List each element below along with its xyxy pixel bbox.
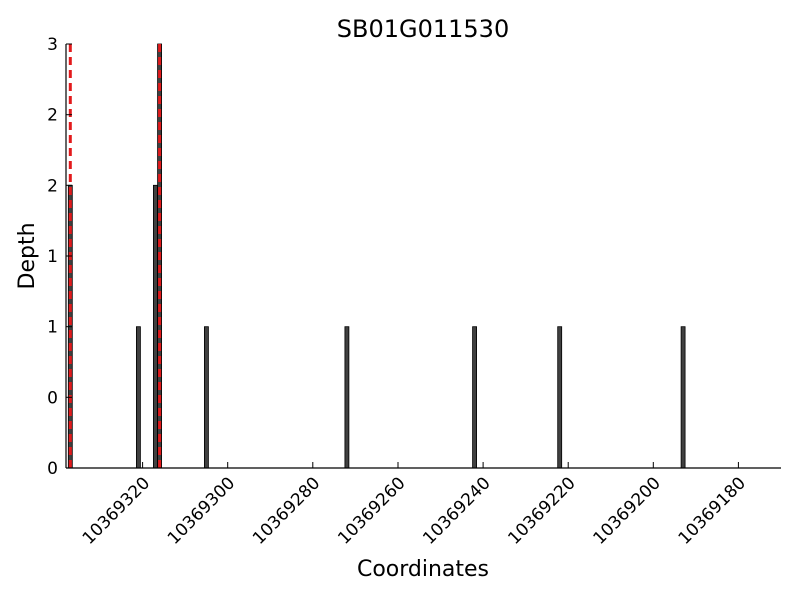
x-tick-label-1: 10369300 <box>164 473 239 548</box>
x-tick-label-0: 10369320 <box>79 473 154 548</box>
x-tick-label-6: 10369200 <box>590 473 665 548</box>
bar-4 <box>203 326 209 469</box>
bar-8 <box>680 326 686 469</box>
bar-6 <box>472 326 478 469</box>
chart-title: SB01G011530 <box>337 15 509 43</box>
x-tick-label-3: 10369260 <box>334 473 409 548</box>
y-tick-label-2: 1 <box>47 318 58 338</box>
x-tick-label-7: 10369180 <box>675 473 750 548</box>
y-tick-label-5: 2 <box>47 106 58 126</box>
y-axis-label: Depth <box>15 222 40 289</box>
y-tick-label-6: 3 <box>47 35 58 55</box>
x-ticks-layer: 10369320 10369300 10369280 10369260 10369240… <box>79 462 750 549</box>
bar-1 <box>135 326 141 469</box>
x-tick-label-2: 10369280 <box>249 473 324 548</box>
bar-2 <box>152 184 158 469</box>
y-tick-label-4: 2 <box>47 176 58 196</box>
bar-7 <box>557 326 563 469</box>
x-tick-label-5: 10369220 <box>504 473 579 548</box>
y-ticks-layer: 0 0 1 1 2 2 3 <box>47 35 72 479</box>
bar-5 <box>344 326 350 469</box>
y-tick-label-1: 0 <box>47 388 58 408</box>
x-axis-label: Coordinates <box>357 557 489 582</box>
y-tick-label-3: 1 <box>47 247 58 267</box>
x-tick-label-4: 10369240 <box>419 473 494 548</box>
reference-lines-layer <box>68 44 162 468</box>
y-tick-label-0: 0 <box>47 459 58 479</box>
